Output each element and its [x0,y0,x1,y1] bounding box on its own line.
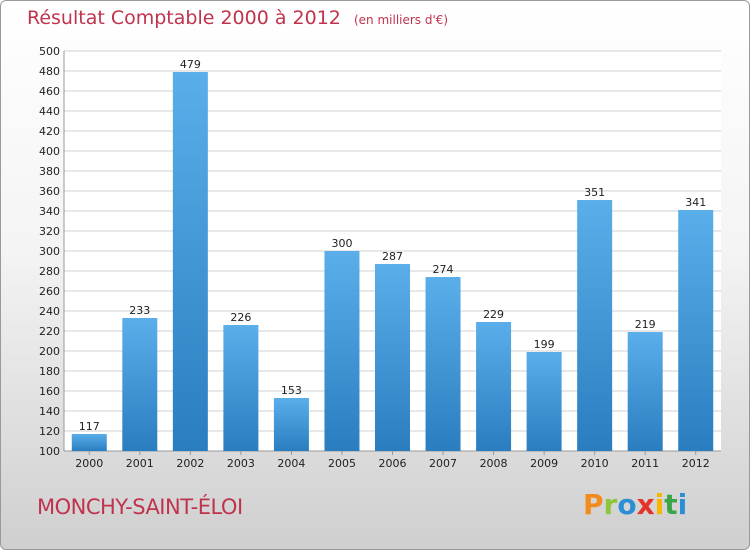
bar-value-label: 229 [483,308,504,321]
x-tick-label: 2008 [480,457,508,470]
bar-value-label: 219 [635,318,656,331]
x-tick-label: 2003 [227,457,255,470]
y-tick-label: 300 [39,245,60,258]
y-tick-label: 440 [39,105,60,118]
logo-letter: P [583,488,604,521]
commune-name: MONCHY-SAINT-ÉLOI [37,495,243,519]
bar[interactable] [375,264,410,451]
bar-value-label: 226 [230,311,251,324]
x-tick-label: 2005 [328,457,356,470]
y-tick-label: 500 [39,45,60,58]
bar-value-label: 274 [433,263,454,276]
bar[interactable] [223,325,259,451]
bar[interactable] [71,434,107,451]
y-tick-label: 380 [39,165,60,178]
bar[interactable] [627,332,663,451]
y-tick-label: 120 [39,425,60,438]
x-tick-label: 2000 [75,457,103,470]
bar[interactable] [678,210,714,451]
bar-value-label: 341 [685,196,706,209]
x-tick-label: 2004 [277,457,305,470]
bar-value-label: 199 [534,338,555,351]
bar[interactable] [324,251,360,451]
bar-value-label: 300 [331,237,352,250]
bar-value-label: 117 [79,420,100,433]
logo-letter: o [617,488,637,521]
logo-letter: i [677,488,688,521]
proxiti-logo[interactable]: Proxiti [583,488,687,521]
y-tick-label: 100 [39,445,60,458]
x-tick-label: 2012 [682,457,710,470]
x-tick-label: 2002 [176,457,204,470]
bar[interactable] [526,352,562,451]
x-tick-label: 2006 [379,457,407,470]
logo-letter: x [636,488,655,521]
logo-letter: i [654,488,665,521]
x-tick-label: 2010 [581,457,609,470]
x-tick-label: 2009 [530,457,558,470]
bar[interactable] [476,322,512,451]
chart-title: Résultat Comptable 2000 à 2012 [27,7,341,29]
bar-value-label: 233 [129,304,150,317]
y-tick-label: 140 [39,405,60,418]
y-tick-label: 240 [39,305,60,318]
bar-value-label: 479 [180,58,201,71]
y-tick-label: 200 [39,345,60,358]
bar-value-label: 153 [281,384,302,397]
logo-letter: r [603,488,618,521]
logo-letter: t [664,488,678,521]
y-tick-label: 320 [39,225,60,238]
y-tick-label: 480 [39,65,60,78]
y-tick-label: 180 [39,365,60,378]
x-tick-label: 2011 [631,457,659,470]
bar[interactable] [273,398,309,451]
chart-subtitle: (en milliers d'€) [353,13,449,27]
y-tick-label: 220 [39,325,60,338]
bar[interactable] [577,200,613,451]
y-tick-label: 400 [39,145,60,158]
y-tick-label: 280 [39,265,60,278]
y-tick-label: 260 [39,285,60,298]
bar-value-label: 287 [382,250,403,263]
y-tick-label: 420 [39,125,60,138]
x-tick-label: 2001 [126,457,154,470]
y-tick-label: 340 [39,205,60,218]
title-row: Résultat Comptable 2000 à 2012 (en milli… [27,7,448,29]
bar[interactable] [425,277,461,451]
bar-value-label: 351 [584,186,605,199]
bar[interactable] [172,72,208,451]
y-tick-label: 360 [39,185,60,198]
bar[interactable] [122,318,158,451]
y-tick-label: 160 [39,385,60,398]
x-tick-label: 2007 [429,457,457,470]
y-tick-label: 460 [39,85,60,98]
